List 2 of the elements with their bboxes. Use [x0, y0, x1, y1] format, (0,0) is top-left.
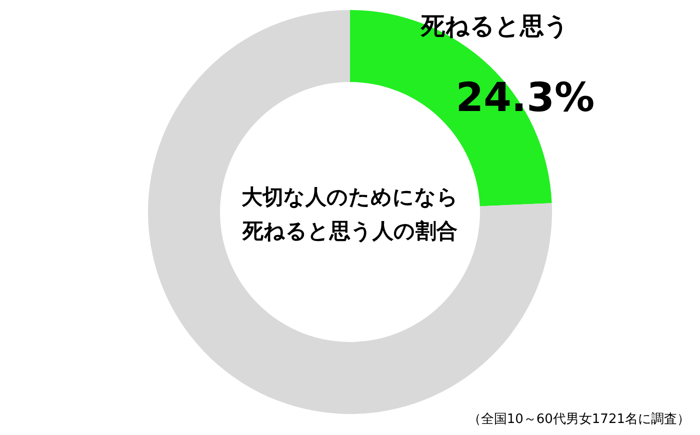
text: 大切な人のためになら死ねると思う人の割合: [242, 185, 458, 243]
text: （全国10～60代男女1721名に調査）: [468, 412, 690, 427]
